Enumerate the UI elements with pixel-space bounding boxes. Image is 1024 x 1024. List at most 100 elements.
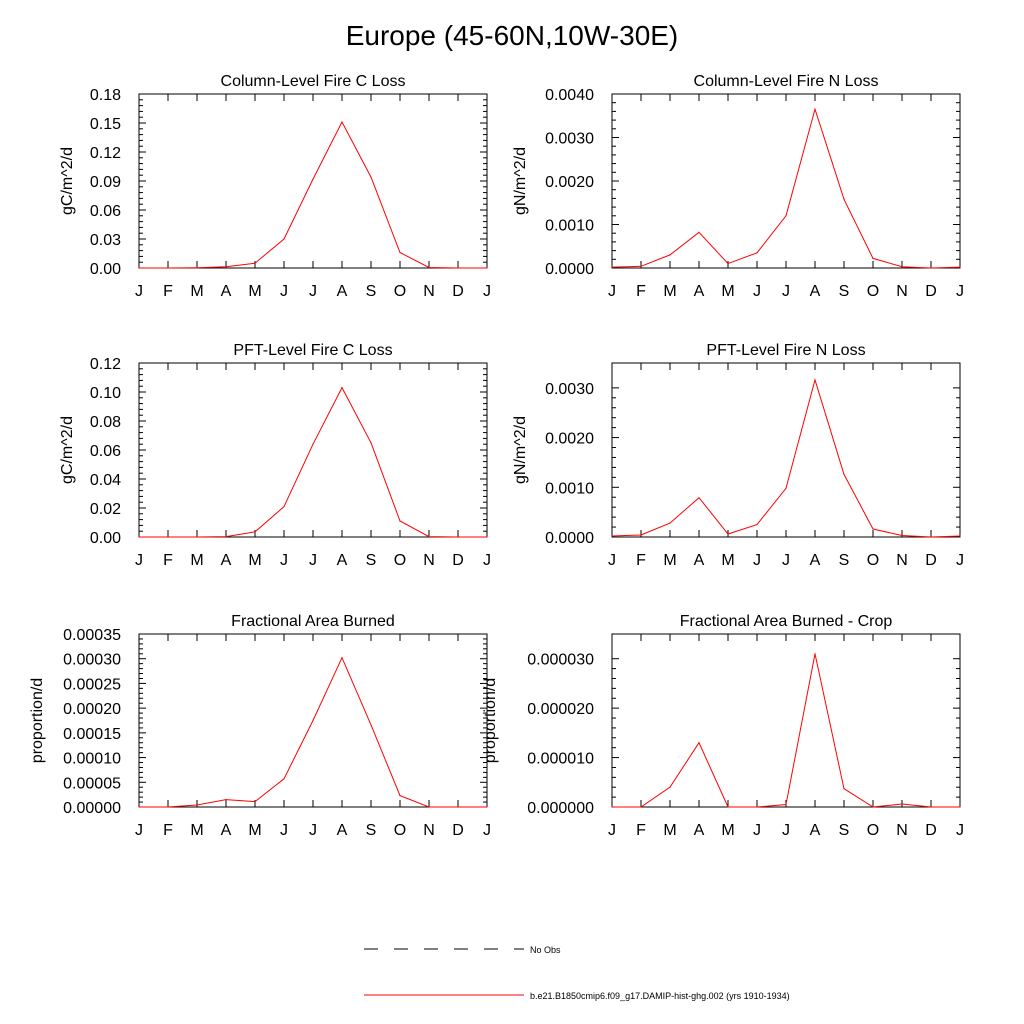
x-tick-label: N <box>423 283 435 300</box>
legend-obs-label: No Obs <box>530 945 561 955</box>
x-tick-label: A <box>694 552 705 569</box>
y-tick-label: 0.00035 <box>63 627 121 644</box>
y-tick-label: 0.0030 <box>545 131 594 148</box>
x-tick-label: M <box>248 822 261 839</box>
x-tick-label: J <box>483 552 491 569</box>
x-tick-label: A <box>810 552 821 569</box>
x-tick-label: F <box>636 822 646 839</box>
x-tick-label: J <box>280 283 288 300</box>
plot-frame <box>138 93 488 269</box>
x-tick-label: A <box>810 283 821 300</box>
y-tick-label: 0.18 <box>90 87 121 104</box>
x-tick-label: F <box>163 822 173 839</box>
x-tick-label: J <box>309 283 317 300</box>
x-tick-label: F <box>636 552 646 569</box>
x-tick-label: N <box>896 552 908 569</box>
x-tick-label: N <box>896 283 908 300</box>
data-point <box>370 724 372 726</box>
x-tick-label: O <box>867 552 879 569</box>
x-tick-label: A <box>694 283 705 300</box>
data-point <box>727 806 729 808</box>
data-point <box>698 231 700 233</box>
x-tick-label: J <box>956 283 964 300</box>
y-tick-label: 0.0000 <box>545 261 594 278</box>
data-point <box>138 536 140 538</box>
x-tick-label: N <box>896 822 908 839</box>
data-point <box>727 533 729 535</box>
x-tick-label: D <box>925 283 937 300</box>
data-point <box>370 176 372 178</box>
x-tick-label: J <box>956 552 964 569</box>
y-tick-label: 0.00030 <box>63 652 121 669</box>
data-point <box>959 266 961 268</box>
data-point <box>814 379 816 381</box>
y-tick-label: 0.00020 <box>63 701 121 718</box>
data-point <box>225 266 227 268</box>
data-point <box>312 178 314 180</box>
data-point <box>196 267 198 269</box>
x-tick-label: S <box>839 283 850 300</box>
data-point <box>138 267 140 269</box>
chart-panel: J F M A M J J A S O N D J0.000.030.060.090.120.150.1… <box>59 73 491 300</box>
y-tick-label: 0.0010 <box>545 480 594 497</box>
data-point <box>872 257 874 260</box>
x-tick-label: A <box>810 822 821 839</box>
panel-title: Fractional Area Burned - Crop <box>680 613 893 630</box>
data-point <box>901 534 903 537</box>
y-tick-label: 0.03 <box>90 232 121 249</box>
panel-title: Column-Level Fire C Loss <box>221 73 406 90</box>
x-tick-label: M <box>663 283 676 300</box>
x-tick-label: O <box>867 822 879 839</box>
series-line <box>611 378 961 538</box>
data-point <box>196 804 198 806</box>
data-point <box>312 719 314 722</box>
x-tick-label: M <box>721 552 734 569</box>
x-tick-label: A <box>694 822 705 839</box>
x-tick-label: A <box>221 283 232 300</box>
data-point <box>399 795 401 797</box>
figure-title: Europe (45-60N,10W-30E) <box>345 20 679 51</box>
y-tick-label: 0.09 <box>90 174 121 191</box>
x-tick-label: A <box>221 822 232 839</box>
y-axis-label: gN/m^2/d <box>512 147 529 215</box>
data-point <box>698 497 700 499</box>
data-point <box>225 798 227 801</box>
series-line <box>611 107 961 269</box>
data-point <box>486 806 488 808</box>
x-tick-label: J <box>782 822 790 839</box>
data-point <box>756 252 758 254</box>
x-tick-label: J <box>608 822 616 839</box>
x-tick-label: D <box>452 822 464 839</box>
data-point <box>283 778 285 780</box>
x-tick-label: S <box>366 552 377 569</box>
data-point <box>138 806 140 808</box>
data-point <box>843 473 845 475</box>
legend-model-label: b.e21.B1850cmip6.f09_g17.DAMIP-hist-ghg.… <box>530 991 790 1001</box>
y-tick-label: 0.0020 <box>545 174 594 191</box>
x-tick-label: M <box>663 822 676 839</box>
data-point <box>872 806 874 808</box>
data-point <box>167 267 169 269</box>
x-tick-label: O <box>394 552 406 569</box>
data-point <box>341 657 343 659</box>
y-tick-label: 0.000000 <box>527 800 594 817</box>
data-point <box>669 522 671 524</box>
y-tick-label: 0.02 <box>90 501 121 518</box>
panel-title: Fractional Area Burned <box>231 613 395 630</box>
x-tick-label: J <box>608 283 616 300</box>
data-point <box>370 442 372 444</box>
y-tick-label: 0.04 <box>90 472 121 489</box>
x-tick-label: M <box>190 283 203 300</box>
x-tick-label: M <box>248 283 261 300</box>
data-point <box>341 387 343 389</box>
chart-panel: J F M A M J J A S O N D J0.0000000.0000100.0000200.0… <box>482 613 964 839</box>
x-tick-label: J <box>309 552 317 569</box>
data-point <box>930 267 932 269</box>
y-axis-label: proportion/d <box>29 678 46 763</box>
data-point <box>727 263 729 265</box>
x-tick-label: M <box>248 552 261 569</box>
series-line <box>612 653 960 808</box>
x-tick-label: M <box>190 552 203 569</box>
data-point <box>756 523 758 526</box>
y-tick-label: 0.0010 <box>545 218 594 235</box>
